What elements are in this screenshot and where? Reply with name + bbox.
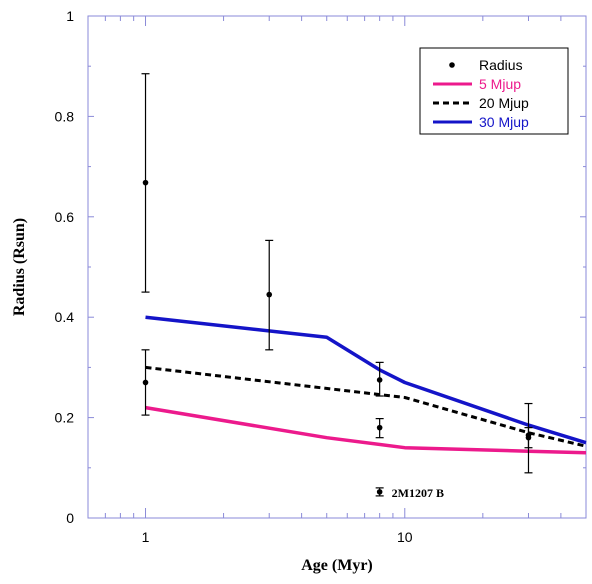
- legend-box: [419, 47, 569, 135]
- y-tick-label: 1: [66, 8, 74, 24]
- annotations: 2M1207 B: [392, 486, 444, 500]
- x-axis-title: Age (Myr): [301, 557, 373, 574]
- y-axis-title: Radius (Rsun): [11, 218, 28, 316]
- y-tick-label: 0: [66, 510, 74, 526]
- data-point: [376, 489, 383, 495]
- legend-label: 5 Mjup: [479, 76, 521, 92]
- model-curves: [145, 315, 587, 455]
- series-line-20-mjup: [145, 365, 587, 448]
- data-point: [142, 379, 149, 386]
- y-tick-label: 0.4: [55, 309, 75, 325]
- legend-marker: [449, 62, 455, 68]
- legend: Radius 5 Mjup 20 Mjup 30 Mjup: [419, 47, 569, 135]
- series-line-30-mjup: [145, 315, 587, 445]
- data-point: [142, 179, 149, 186]
- x-tick-label: 10: [397, 529, 413, 545]
- y-tick-label: 0.8: [55, 108, 75, 124]
- x-axis-ticks: 1 10: [104, 16, 562, 545]
- data-point: [525, 434, 532, 441]
- legend-label: Radius: [479, 57, 523, 73]
- annotation-label: 2M1207 B: [392, 486, 444, 500]
- measurement-points: [141, 73, 533, 497]
- x-tick-label: 1: [142, 529, 150, 545]
- y-tick-label: 0.2: [55, 410, 75, 426]
- legend-label: 20 Mjup: [479, 95, 529, 111]
- y-axis-ticks: 0 0.2 0.4 0.6 0.8 1: [55, 8, 586, 526]
- data-point: [376, 424, 383, 431]
- legend-label: 30 Mjup: [479, 114, 529, 130]
- data-point: [376, 377, 383, 383]
- data-point: [266, 291, 273, 298]
- series-line-5-mjup: [145, 405, 587, 455]
- y-tick-label: 0.6: [55, 209, 75, 225]
